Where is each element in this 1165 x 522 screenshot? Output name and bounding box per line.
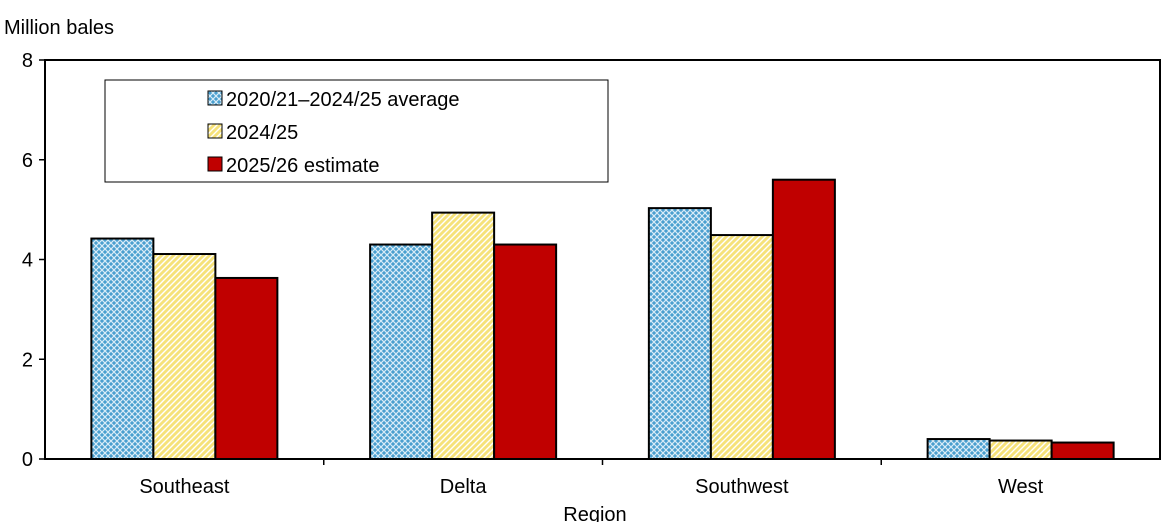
bar-2024-25-southeast [152, 253, 217, 460]
legend-box [104, 79, 609, 183]
bar-average-southeast [90, 237, 155, 460]
y-tick-label: 2 [22, 349, 33, 371]
y-axis-ticks: 0 2 4 6 8 [22, 50, 45, 471]
category-labels: Southeast Delta Southwest West [139, 459, 1044, 498]
y-tick-label: 6 [22, 150, 33, 172]
x-axis-title: Region [563, 504, 626, 522]
y-tick-label: 0 [22, 449, 33, 471]
bar-2024-25-delta [431, 211, 496, 460]
y-tick-label: 8 [22, 50, 33, 72]
category-label: Southeast [139, 476, 230, 498]
bar-average-southwest [647, 207, 712, 460]
bar-2024-25-southwest [709, 234, 774, 460]
category-label: Delta [440, 476, 488, 498]
y-axis-label: Million bales [4, 17, 114, 39]
legend: 2020/21–2024/25 average 2024/25 2025/26 … [104, 79, 609, 183]
legend-swatch-2025-26 [207, 156, 223, 172]
bar-2025-26-southeast [214, 276, 279, 460]
bar-2025-26-delta [493, 243, 558, 460]
bars [90, 178, 1115, 461]
bar-average-delta [369, 243, 434, 460]
bar-average-west [926, 438, 991, 460]
bar-2025-26-southwest [771, 178, 836, 460]
legend-label-2025-26: 2025/26 estimate [226, 155, 379, 177]
legend-swatch-2024-25 [207, 123, 223, 139]
category-label: West [998, 476, 1044, 498]
plot-frame [44, 59, 1161, 460]
category-label: Southwest [695, 476, 789, 498]
bar-2024-25-west [988, 439, 1053, 461]
y-tick-label: 4 [22, 250, 33, 272]
legend-label-2024-25: 2024/25 [226, 122, 298, 144]
legend-label-average: 2020/21–2024/25 average [226, 89, 460, 111]
bar-2025-26-west [1050, 441, 1115, 461]
legend-swatch-average [207, 90, 223, 106]
